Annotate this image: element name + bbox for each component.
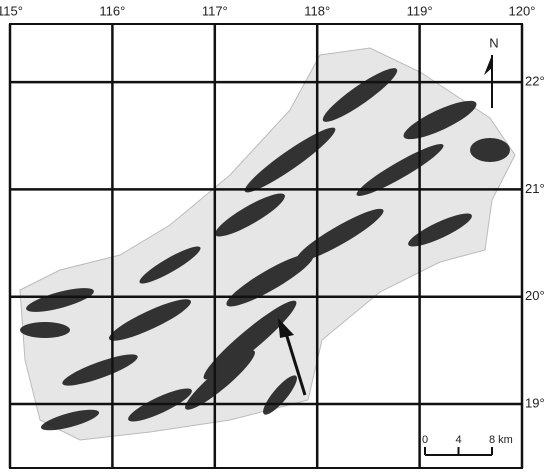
scale-label: 0 [422,434,428,446]
longitude-label: 119° [407,3,433,18]
longitude-label: 117° [202,3,228,18]
latitude-label: 19° [525,395,545,410]
latitude-label: 21° [525,181,545,196]
longitude-label: 115° [0,3,23,18]
longitude-label: 116° [99,3,125,18]
map: N 0 4 8 km 115° 116° 117° 118° 119° 120° 22° 21° 2… [0,0,546,474]
latitude-label: 22° [525,74,545,89]
longitude-label: 120° [509,3,536,18]
north-label: N [489,35,498,50]
latitude-label: 20° [525,288,545,303]
longitude-label: 118° [304,3,330,18]
scale-label: 4 [456,434,462,446]
scale-label: 8 km [489,434,513,446]
